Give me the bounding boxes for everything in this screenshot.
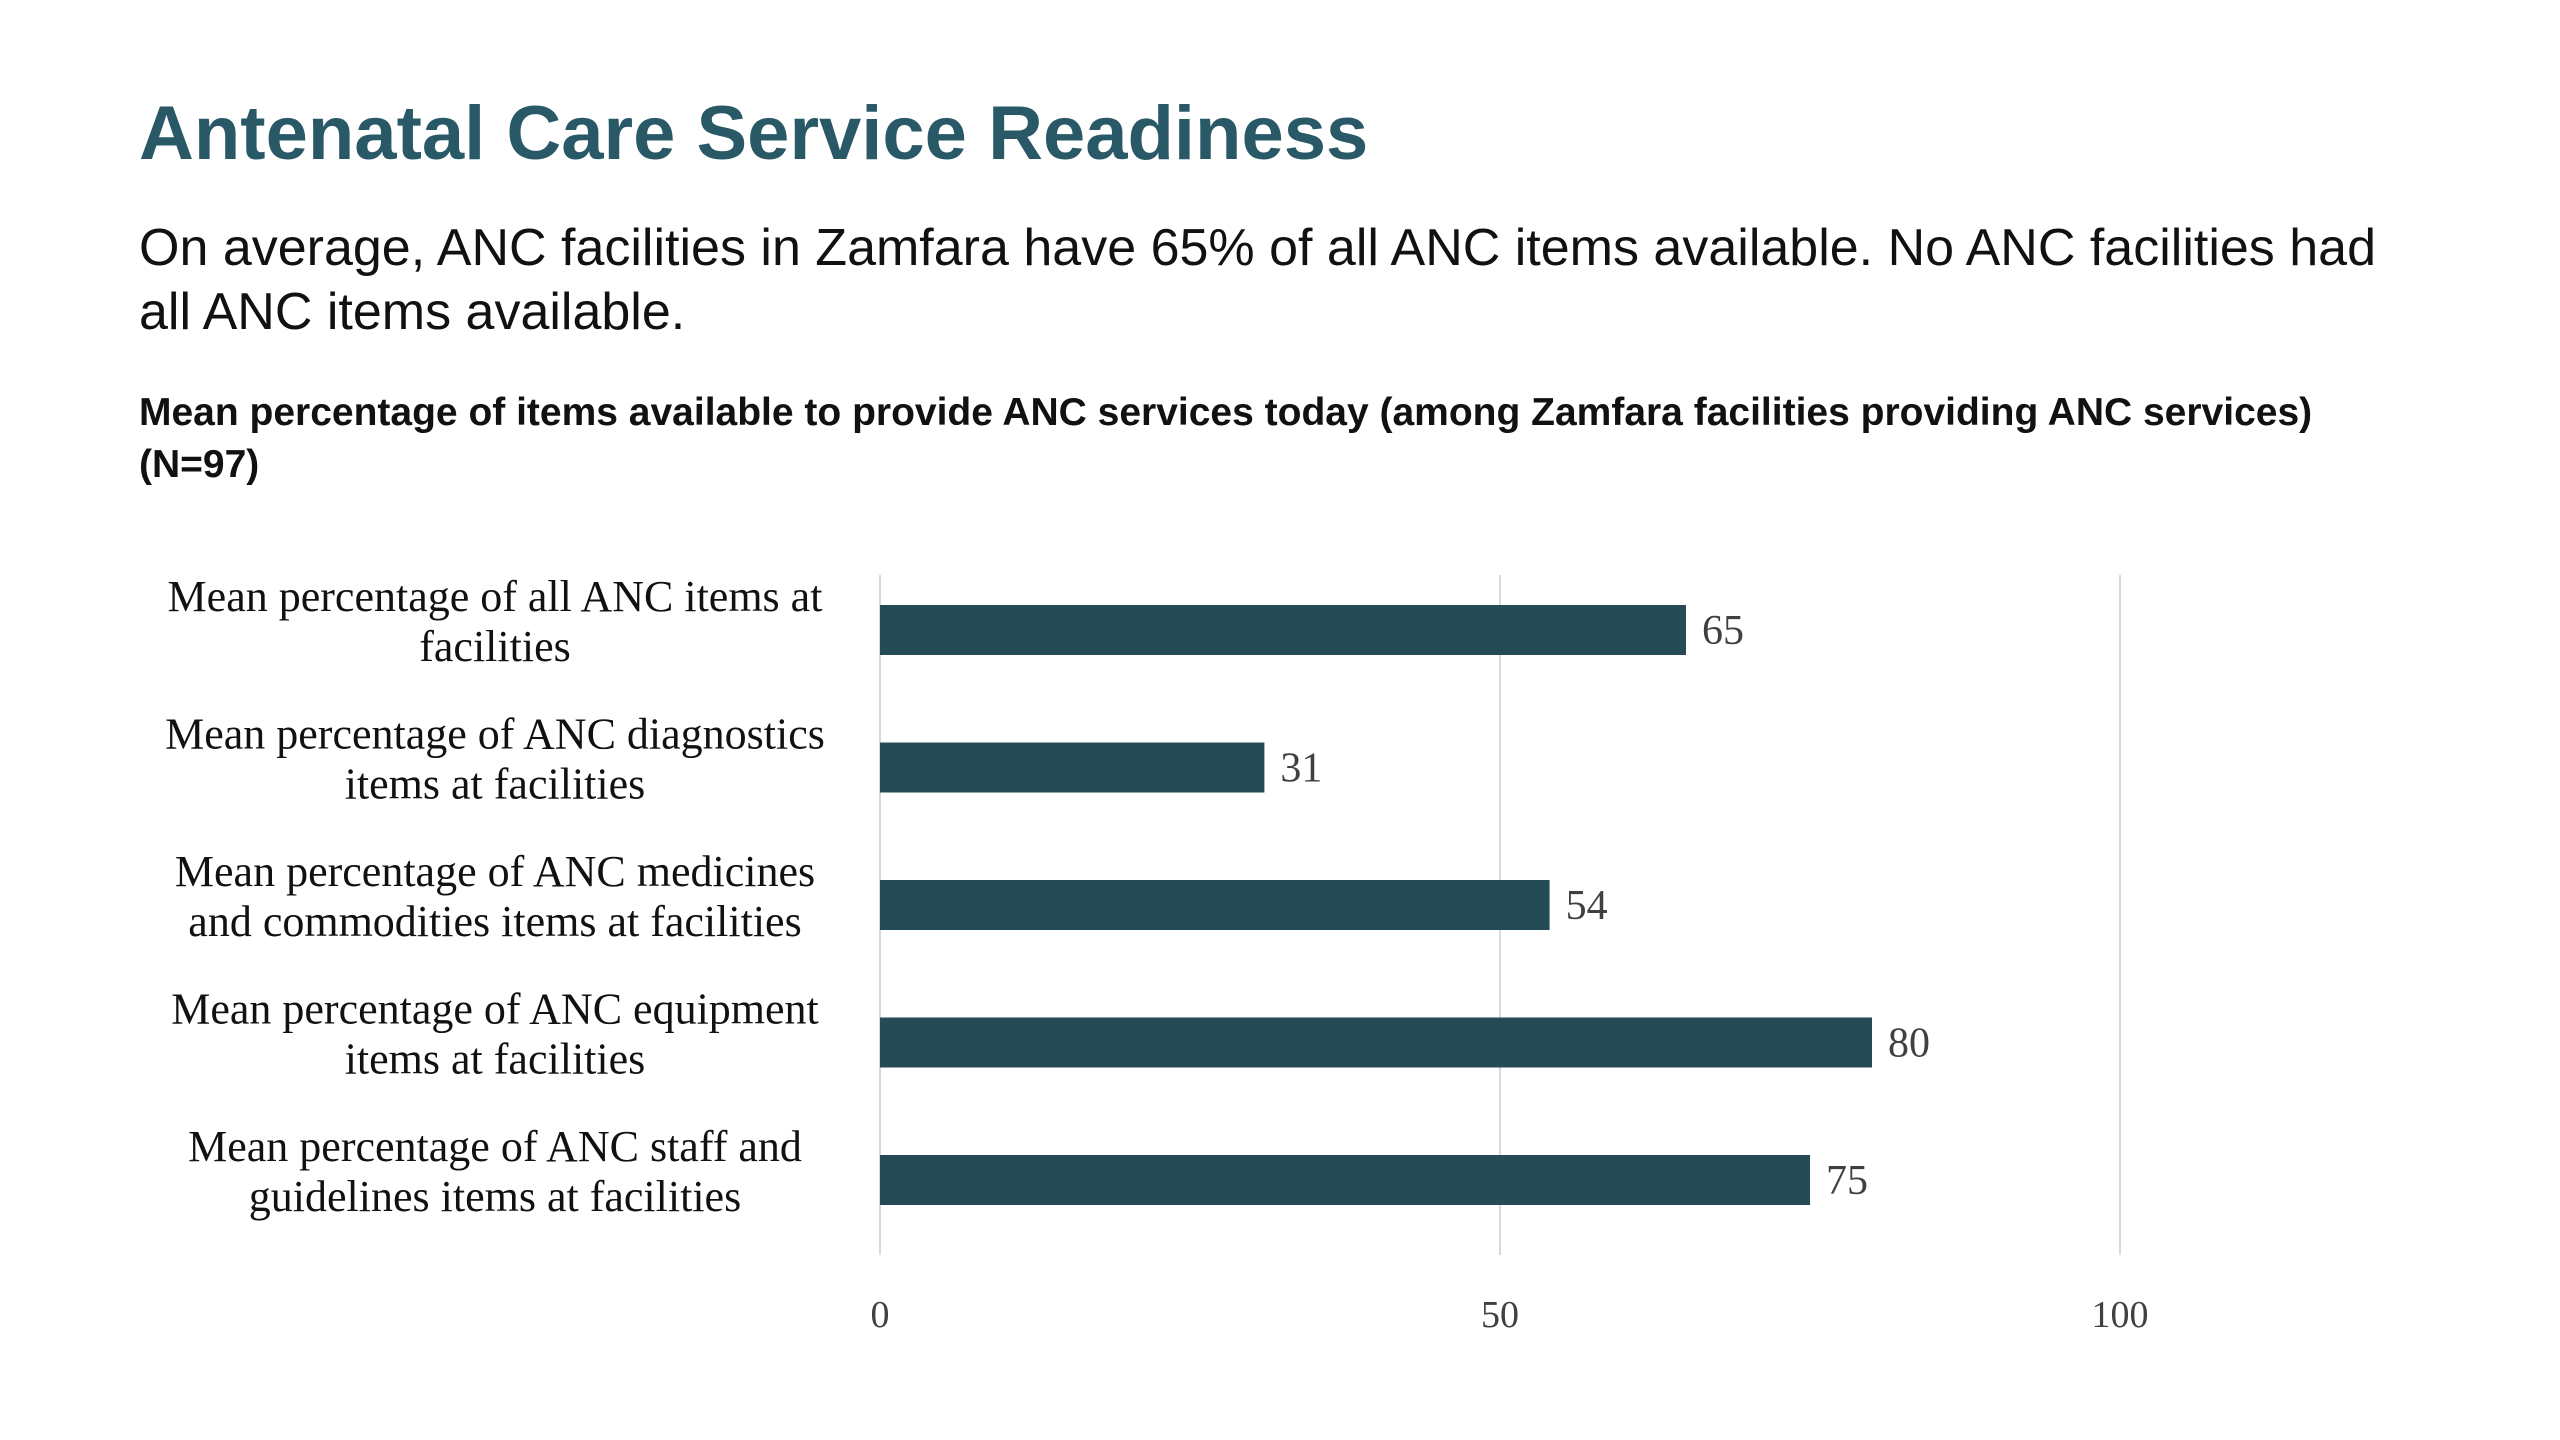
bar [880,605,1686,655]
bar [880,1155,1810,1205]
chart-bars [880,605,1872,1205]
bar-value-label: 31 [1280,746,1322,792]
bar-value-label: 80 [1888,1021,1930,1067]
category-label-line: Mean percentage of ANC diagnostics [165,710,825,759]
category-label-line: Mean percentage of all ANC items at [168,572,823,621]
category-label: Mean percentage of ANC staff and guidelin… [188,1122,802,1221]
category-label: Mean percentage of all ANC items at facil… [168,572,823,671]
category-label-line: guidelines items at facilities [249,1172,741,1221]
chart-category-labels: Mean percentage of all ANC items at facil… [165,572,825,1221]
chart-x-tick-labels: 0 50 100 [871,1294,2149,1336]
category-label: Mean percentage of ANC equipment items at… [171,985,819,1084]
category-label-line: items at facilities [345,760,646,809]
category-label: Mean percentage of ANC medicines and comm… [175,847,815,946]
category-label: Mean percentage of ANC diagnostics items … [165,710,825,809]
chart-title: Mean percentage of items available to pr… [139,391,2313,486]
bar [880,1017,1872,1068]
bar-value-label: 65 [1702,608,1744,654]
bar [880,880,1550,930]
category-label-line: Mean percentage of ANC medicines [175,847,815,896]
category-label-line: items at facilities [345,1035,646,1084]
bar [880,742,1265,793]
summary-text: On average, ANC facilities in Zamfara ha… [139,219,2377,341]
category-label-line: Mean percentage of ANC equipment [171,985,819,1034]
bar-value-label: 75 [1826,1158,1868,1204]
category-label-line: and commodities items at facilities [188,897,801,946]
category-label-line: Mean percentage of ANC staff and [188,1122,802,1171]
x-tick-label: 50 [1481,1294,1519,1336]
chart-value-labels: 65 31 54 80 75 [1280,608,1930,1204]
category-label-line: facilities [419,622,571,671]
bar-value-label: 54 [1566,883,1608,929]
page-title: Antenatal Care Service Readiness [139,91,1369,176]
x-tick-label: 0 [871,1294,890,1336]
x-tick-label: 100 [2092,1294,2149,1336]
